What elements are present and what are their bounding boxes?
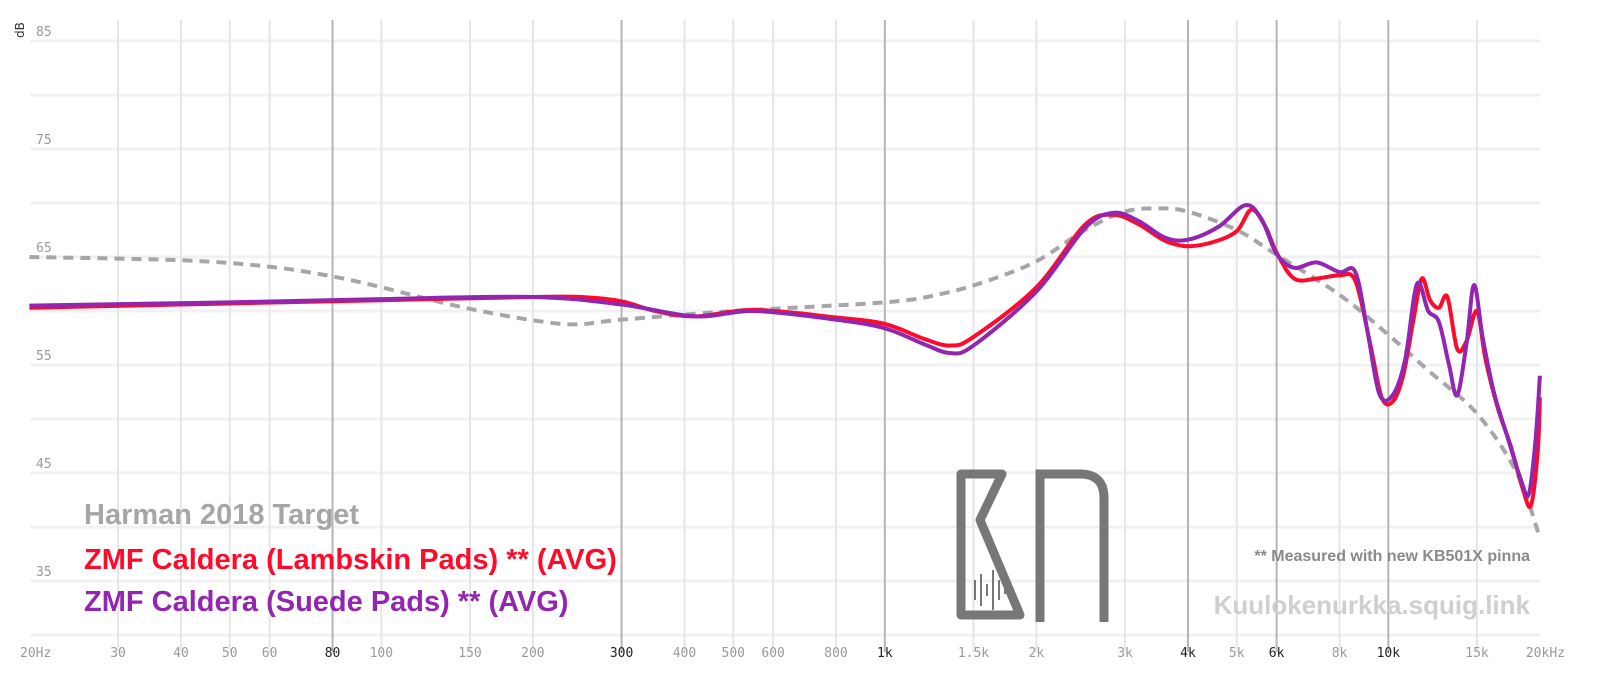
y-tick-label: 85 xyxy=(36,25,52,40)
legend-lambskin: ZMF Caldera (Lambskin Pads) ** (AVG) xyxy=(84,544,617,576)
site-watermark: Kuulokenurkka.squig.link xyxy=(1214,590,1531,620)
x-tick-label: 20Hz xyxy=(20,646,51,661)
x-tick-label: 30 xyxy=(110,646,126,661)
legend-target: Harman 2018 Target xyxy=(84,499,359,531)
x-tick-label: 8k xyxy=(1332,646,1348,661)
y-tick-label: 45 xyxy=(36,457,52,472)
series-line-2 xyxy=(29,203,1542,499)
x-tick-label: 800 xyxy=(824,646,847,661)
logo xyxy=(956,469,1109,622)
x-tick-label: 6k xyxy=(1269,646,1285,661)
x-axis-ticks: 20Hz 30 40 50 60 80 100 150 200 300 400 500 600 800 1k… xyxy=(20,646,1565,661)
x-tick-label: 300 xyxy=(610,646,633,661)
x-tick-label: 5k xyxy=(1229,646,1245,661)
curves xyxy=(29,203,1542,539)
series-line-0 xyxy=(29,206,1542,539)
x-tick-label: 100 xyxy=(370,646,393,661)
x-tick-label: 10k xyxy=(1377,646,1401,661)
x-tick-label: 50 xyxy=(222,646,238,661)
x-tick-label: 80 xyxy=(325,646,341,661)
y-tick-label: 35 xyxy=(36,565,52,580)
x-tick-label: 1k xyxy=(877,646,893,661)
measurement-note: ** Measured with new KB501X pinna xyxy=(1254,548,1530,565)
x-tick-label: 2k xyxy=(1029,646,1045,661)
x-tick-label: 500 xyxy=(722,646,745,661)
y-tick-label: 75 xyxy=(36,133,52,148)
x-tick-label: 60 xyxy=(262,646,278,661)
x-tick-label: 3k xyxy=(1117,646,1133,661)
legend-suede: ZMF Caldera (Suede Pads) ** (AVG) xyxy=(84,586,569,618)
x-tick-label: 600 xyxy=(761,646,784,661)
x-tick-label: 150 xyxy=(458,646,481,661)
x-tick-label: 4k xyxy=(1180,646,1196,661)
y-tick-label: 55 xyxy=(36,349,52,364)
x-tick-label: 1.5k xyxy=(958,646,989,661)
x-tick-label: 40 xyxy=(173,646,189,661)
y-axis-label: dB xyxy=(13,22,27,38)
x-tick-label: 15k xyxy=(1465,646,1489,661)
x-tick-label: 20kHz xyxy=(1526,646,1565,661)
y-tick-label: 65 xyxy=(36,241,52,256)
x-tick-label: 400 xyxy=(673,646,696,661)
x-tick-label: 200 xyxy=(521,646,544,661)
y-axis-ticks: 85 75 65 55 45 35 xyxy=(36,25,52,580)
series-line-1 xyxy=(29,207,1542,509)
